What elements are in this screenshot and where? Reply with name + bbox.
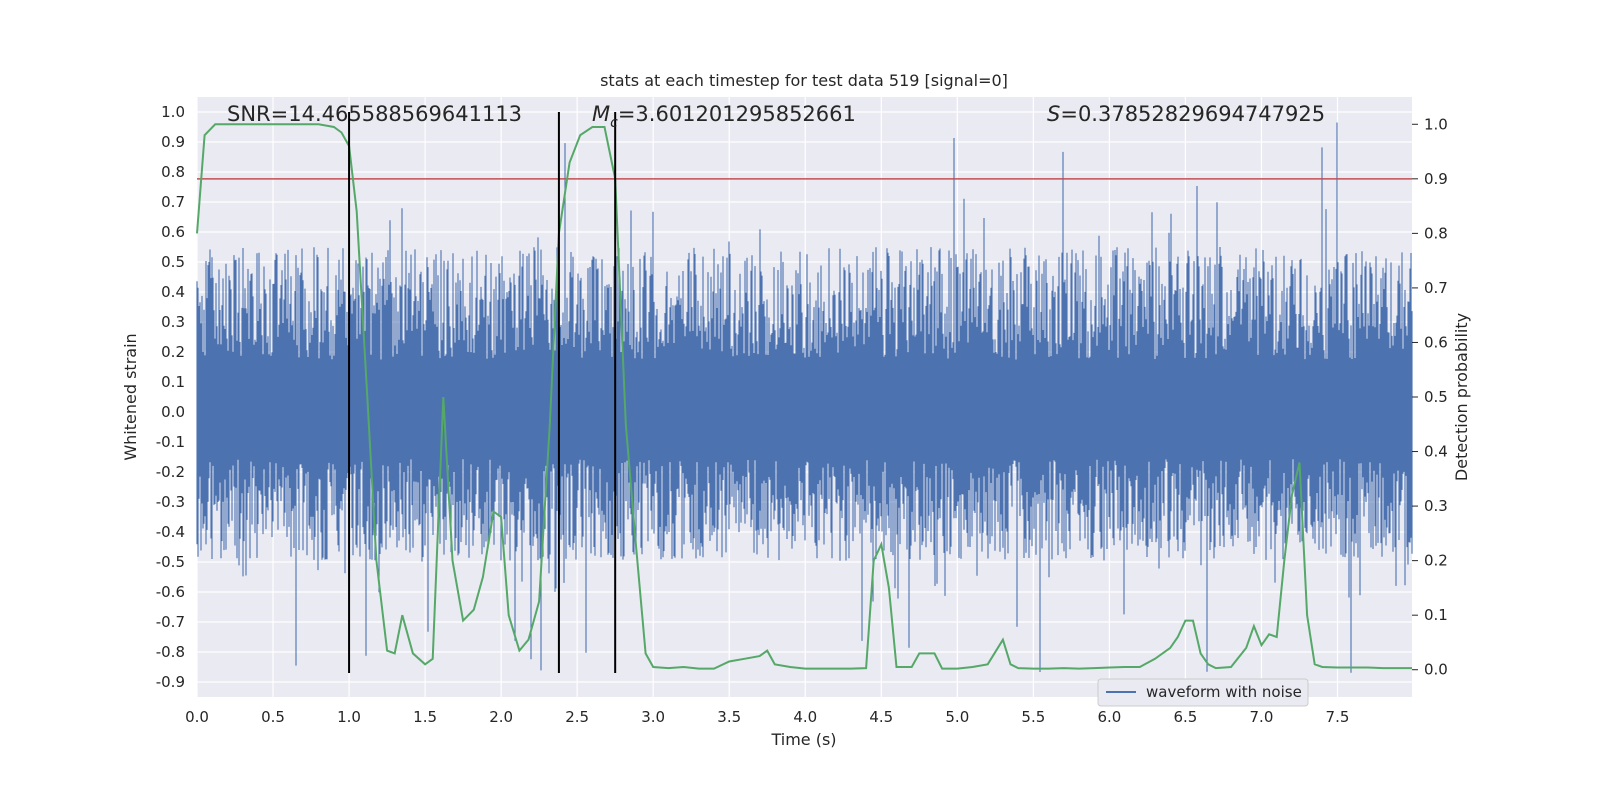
y-tick-label: -0.8 [156, 643, 185, 661]
y-tick-label: 0.9 [161, 133, 185, 151]
y2-axis-label: Detection probability [1452, 313, 1471, 481]
x-tick-label: 3.5 [717, 708, 741, 726]
y-tick-label: 0.5 [161, 253, 185, 271]
legend-label: waveform with noise [1146, 683, 1302, 701]
y2-tick-label: 0.3 [1424, 497, 1448, 515]
x-tick-label: 4.0 [793, 708, 817, 726]
y-tick-label: 0.3 [161, 313, 185, 331]
probability-line [196, 123, 1412, 670]
y2-tick-label: 0.8 [1424, 224, 1448, 242]
y2-tick-label: 0.4 [1424, 443, 1448, 461]
waveform-series [196, 122, 1413, 673]
x-tick-label: 4.5 [869, 708, 893, 726]
s-symbol: S [1047, 102, 1060, 126]
y2-tick-label: 0.9 [1424, 170, 1448, 188]
y-axis-ticks: 1.0 0.9 0.8 0.7 0.6 0.5 0.4 0.3 0.2 0.1 0.0 -0.1 -0.… [156, 103, 185, 691]
s-annotation: S=0.37852829694747925 [1047, 102, 1325, 126]
y-tick-label: 0.8 [161, 163, 185, 181]
chirp-mass-annotation: Mc=3.601201295852661 [592, 102, 856, 131]
s-value: =0.37852829694747925 [1060, 102, 1325, 126]
y-tick-label: 0.1 [161, 373, 185, 391]
y-tick-label: 0.0 [161, 403, 185, 421]
x-tick-label: 2.5 [565, 708, 589, 726]
x-tick-label: 0.0 [185, 708, 209, 726]
y-tick-label: -0.7 [156, 613, 185, 631]
y-tick-label: -0.6 [156, 583, 185, 601]
y2-tick-label: 0.1 [1424, 606, 1448, 624]
legend: waveform with noise [1097, 678, 1309, 707]
y-tick-label: -0.5 [156, 553, 185, 571]
chirp-mass-symbol: M [592, 102, 610, 126]
y2-tick-label: 0.5 [1424, 388, 1448, 406]
x-tick-label: 3.0 [641, 708, 665, 726]
x-tick-label: 1.5 [413, 708, 437, 726]
y-tick-label: 0.6 [161, 223, 185, 241]
vertical-markers [348, 112, 617, 673]
y-tick-label: -0.3 [156, 493, 185, 511]
x-tick-label: 5.5 [1021, 708, 1045, 726]
y2-tick-label: 0.0 [1424, 661, 1448, 679]
chart-title: stats at each timestep for test data 519… [600, 71, 1008, 90]
probability-series [196, 123, 1412, 670]
y-tick-label: 0.7 [161, 193, 185, 211]
x-axis-label: Time (s) [770, 730, 836, 749]
snr-annotation: SNR=14.465588569641113 [227, 102, 522, 126]
y-tick-label: 1.0 [161, 103, 185, 121]
y-tick-label: -0.2 [156, 463, 185, 481]
y-tick-label: -0.4 [156, 523, 185, 541]
x-tick-label: 6.0 [1097, 708, 1121, 726]
x-axis-ticks: 0.0 0.5 1.0 1.5 2.0 2.5 3.0 3.5 4.0 4.5 5.0 5.5 6.0 6… [185, 708, 1349, 726]
x-tick-label: 0.5 [261, 708, 285, 726]
chirp-mass-subscript: c [610, 115, 618, 131]
y2-axis-ticks: 1.0 0.9 0.8 0.7 0.6 0.5 0.4 0.3 0.2 0.1 0.0 [1412, 115, 1448, 679]
x-tick-label: 5.0 [945, 708, 969, 726]
y-tick-label: -0.9 [156, 673, 185, 691]
y-tick-label: 0.2 [161, 343, 185, 361]
chirp-mass-value: =3.601201295852661 [618, 102, 856, 126]
y-tick-label: -0.1 [156, 433, 185, 451]
x-tick-label: 2.0 [489, 708, 513, 726]
x-tick-label: 7.0 [1250, 708, 1274, 726]
y2-tick-label: 0.6 [1424, 333, 1448, 351]
y2-tick-label: 1.0 [1424, 115, 1448, 133]
legend-box [1097, 678, 1309, 707]
y2-tick-label: 0.7 [1424, 279, 1448, 297]
x-tick-label: 7.5 [1326, 708, 1350, 726]
y2-tick-label: 0.2 [1424, 552, 1448, 570]
waveform-line [196, 122, 1413, 673]
x-tick-label: 6.5 [1173, 708, 1197, 726]
y-axis-label: Whitened strain [121, 333, 140, 460]
y-tick-label: 0.4 [161, 283, 185, 301]
x-tick-label: 1.0 [337, 708, 361, 726]
